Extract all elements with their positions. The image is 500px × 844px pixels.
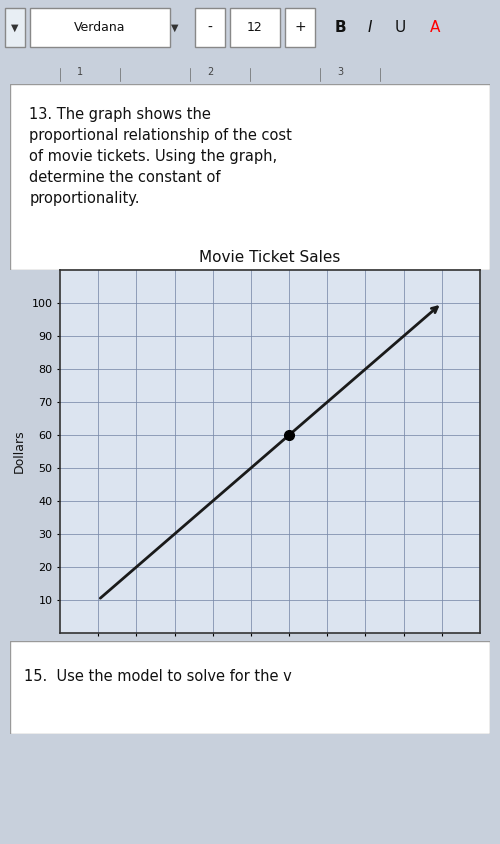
Text: 15.  Use the model to solve for the v: 15. Use the model to solve for the v: [24, 669, 292, 684]
FancyBboxPatch shape: [195, 8, 225, 46]
Text: A: A: [430, 20, 440, 35]
FancyBboxPatch shape: [285, 8, 315, 46]
Text: 1: 1: [77, 67, 83, 77]
Text: 12: 12: [247, 21, 263, 34]
Text: +: +: [294, 20, 306, 35]
FancyBboxPatch shape: [30, 8, 170, 46]
Text: U: U: [394, 20, 406, 35]
Title: Movie Ticket Sales: Movie Ticket Sales: [200, 250, 340, 265]
Text: 3: 3: [337, 67, 343, 77]
Text: B: B: [334, 20, 346, 35]
Text: ▼: ▼: [171, 23, 179, 32]
FancyBboxPatch shape: [230, 8, 280, 46]
X-axis label: Number of Tickets: Number of Tickets: [213, 656, 327, 669]
Text: I: I: [368, 20, 372, 35]
FancyBboxPatch shape: [10, 84, 490, 270]
FancyBboxPatch shape: [10, 641, 490, 734]
Text: 2: 2: [207, 67, 213, 77]
Text: ▼: ▼: [11, 23, 19, 32]
Text: -: -: [208, 20, 212, 35]
Text: Verdana: Verdana: [74, 21, 126, 34]
Y-axis label: Dollars: Dollars: [13, 430, 26, 473]
FancyBboxPatch shape: [5, 8, 25, 46]
Text: 13. The graph shows the
proportional relationship of the cost
of movie tickets. : 13. The graph shows the proportional rel…: [29, 106, 292, 206]
